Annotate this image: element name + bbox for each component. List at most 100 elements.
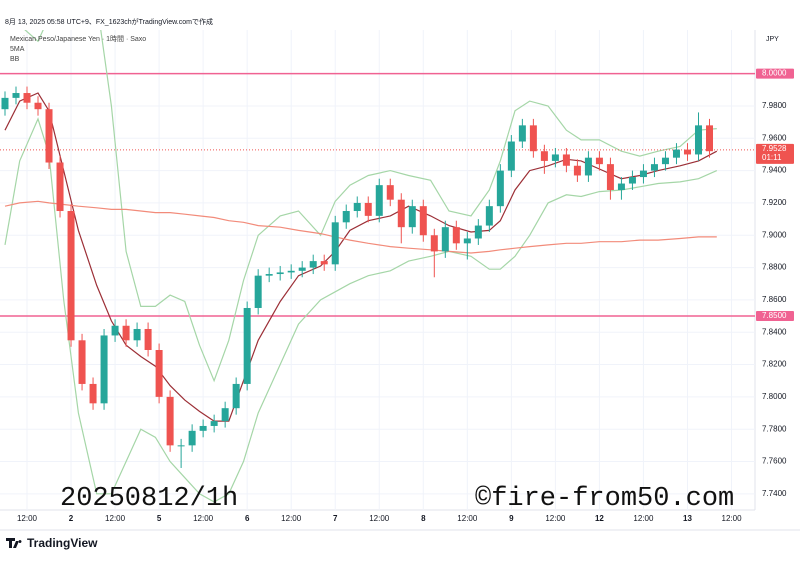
candle-body — [706, 125, 714, 152]
candle-body — [364, 202, 372, 216]
candle-body — [639, 170, 647, 178]
candle-body — [573, 165, 581, 176]
countdown: 01:11 — [762, 153, 782, 162]
candle-body — [199, 425, 207, 431]
y-tick-label: 7.8800 — [762, 263, 787, 272]
candle-body — [221, 408, 229, 422]
candle-body — [188, 430, 196, 446]
candle-body — [694, 125, 702, 155]
price-label: 7.8500 — [762, 311, 787, 320]
x-tick-label: 12:00 — [457, 514, 478, 523]
candle-body — [56, 162, 64, 212]
candle-body — [155, 350, 163, 397]
x-tick-label: 13 — [683, 514, 692, 523]
candle-body — [1, 97, 9, 110]
candle-body — [309, 261, 317, 268]
candle-body — [254, 275, 262, 308]
x-tick-label: 12:00 — [545, 514, 566, 523]
y-tick-label: 7.9800 — [762, 101, 787, 110]
candle-body — [584, 157, 592, 176]
watermark: ©fire-from50.com — [475, 484, 734, 514]
candle-body — [507, 141, 515, 171]
candle-body — [210, 421, 218, 426]
y-tick-label: 7.9000 — [762, 230, 787, 239]
candle-body — [661, 157, 669, 165]
candle-body — [485, 206, 493, 226]
brand-logo — [6, 538, 22, 548]
candle-body — [419, 206, 427, 236]
x-tick-label: 7 — [333, 514, 338, 523]
indicator-line — [24, 30, 717, 383]
candle-body — [166, 396, 174, 446]
candle-body — [342, 211, 350, 223]
candle-body — [78, 340, 86, 384]
indicator-label: 5MA — [10, 46, 25, 53]
candle-body — [386, 185, 394, 200]
candle-body — [595, 157, 603, 165]
y-tick-label: 7.8000 — [762, 392, 787, 401]
candle-body — [265, 274, 273, 276]
y-tick-label: 7.7400 — [762, 489, 787, 498]
candle-body — [375, 185, 383, 216]
last-price-label: 7.9528 — [762, 144, 787, 153]
candle-body — [452, 227, 460, 244]
x-tick-label: 12:00 — [17, 514, 38, 523]
y-tick-label: 7.9400 — [762, 166, 787, 175]
candle-body — [331, 222, 339, 265]
y-tick-label: 7.9200 — [762, 198, 787, 207]
y-tick-label: 7.7600 — [762, 457, 787, 466]
candle-body — [177, 445, 185, 447]
candle-body — [408, 206, 416, 228]
candle-body — [34, 102, 42, 110]
candle-body — [111, 325, 119, 336]
currency: JPY — [766, 36, 779, 43]
x-tick-label: 2 — [69, 514, 74, 523]
candle-body — [276, 272, 284, 275]
candle-body — [287, 270, 295, 273]
x-tick-label: 12:00 — [633, 514, 654, 523]
chart-title: Mexican Peso/Japanese Yen · 1時間 · Saxo — [10, 35, 146, 43]
candle-body — [100, 335, 108, 404]
x-tick-label: 12:00 — [281, 514, 302, 523]
price-label: 8.0000 — [762, 69, 787, 78]
watermark: 20250812/1h — [60, 484, 238, 514]
candle-body — [650, 164, 658, 171]
candle-body — [683, 149, 691, 155]
candle-body — [12, 93, 20, 98]
candle-body — [397, 199, 405, 228]
candle-body — [463, 238, 471, 244]
y-tick-label: 7.8400 — [762, 327, 787, 336]
candle-body — [23, 93, 31, 103]
x-tick-label: 12:00 — [193, 514, 214, 523]
candle-body — [45, 109, 53, 163]
x-tick-label: 5 — [157, 514, 162, 523]
candle-body — [298, 267, 306, 271]
candle-body — [672, 149, 680, 158]
candle-body — [628, 177, 636, 184]
x-tick-label: 6 — [245, 514, 250, 523]
candle-body — [518, 125, 526, 142]
brand: TradingView — [27, 536, 98, 550]
indicator-label: BB — [10, 56, 20, 63]
candle-body — [67, 211, 75, 341]
y-tick-label: 7.7800 — [762, 424, 787, 433]
candle-body — [353, 202, 361, 212]
candle-body — [562, 154, 570, 166]
candle-body — [89, 383, 97, 404]
indicator-line — [4, 117, 718, 503]
y-tick-label: 7.8600 — [762, 295, 787, 304]
x-tick-label: 12:00 — [105, 514, 126, 523]
x-tick-label: 8 — [421, 514, 426, 523]
y-tick-label: 7.9600 — [762, 133, 787, 142]
candle-body — [540, 151, 548, 161]
y-tick-label: 7.8200 — [762, 360, 787, 369]
candle-body — [441, 227, 449, 252]
candle-body — [496, 170, 504, 207]
candle-body — [144, 328, 152, 350]
candle-body — [617, 183, 625, 190]
candle-body — [474, 225, 482, 239]
candle-body — [430, 235, 438, 252]
x-tick-label: 12 — [595, 514, 604, 523]
